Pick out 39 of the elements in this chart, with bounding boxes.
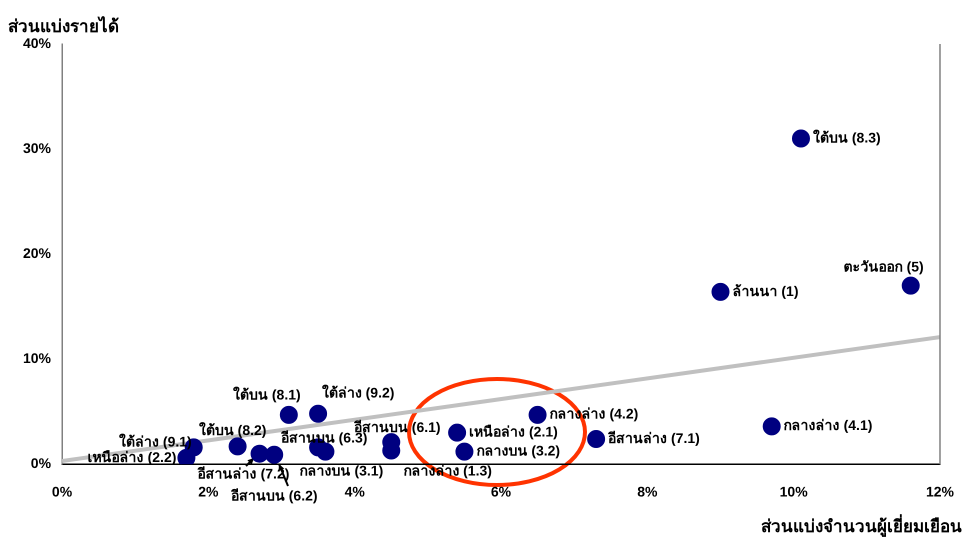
x-tick-label: 2% — [198, 483, 220, 500]
series-label: ใต้ล่าง (9.1) — [119, 432, 192, 450]
y-tick-label: 30% — [22, 140, 52, 156]
x-tick-label: 4% — [344, 483, 366, 500]
y-tick-label: 10% — [22, 350, 52, 366]
point — [528, 406, 547, 424]
x-tick-label: 12% — [926, 483, 955, 500]
y-tick-label: 0% — [30, 455, 52, 472]
series-label: ตะวันออก (5) — [844, 258, 924, 274]
series-label: ใต้ล่าง (9.2) — [322, 384, 394, 401]
point — [228, 437, 247, 456]
x-tick-label: 8% — [637, 483, 658, 500]
series-label: อีสานล่าง (7.1) — [607, 430, 700, 446]
series-label: เหนือล่าง (2.2) — [88, 448, 176, 465]
point — [762, 417, 781, 436]
x-tick-label: 10% — [780, 483, 808, 500]
y-tick-label: 20% — [22, 244, 52, 261]
series-label: ใต้บน (8.3) — [812, 128, 881, 146]
x-axis-title: ส่วนแบ่งจำนวนผู้เยี่ยมเยือน — [761, 513, 962, 539]
x-tick-label: 6% — [490, 483, 512, 500]
series-label: กลางบน (3.2) — [476, 442, 560, 458]
point — [250, 444, 269, 463]
point — [902, 276, 920, 295]
series-label: กลางบน (3.1) — [300, 462, 384, 478]
point — [265, 446, 284, 464]
point — [448, 424, 466, 442]
point — [455, 442, 474, 461]
series-label: เหนือล่าง (2.1) — [469, 424, 558, 440]
text: อีสานบน (6.2) — [230, 488, 318, 504]
series-label: ใต้บน (8.1) — [232, 386, 301, 403]
point — [792, 130, 810, 148]
point — [309, 404, 328, 423]
point — [587, 430, 606, 448]
series-label: กลางล่าง (4.1) — [784, 417, 872, 434]
series-label: ล้านนา (1) — [732, 282, 798, 299]
series-label: ใต้บน (8.2) — [198, 421, 266, 438]
point — [711, 282, 730, 301]
point — [280, 406, 298, 424]
x-tick-label: 0% — [52, 483, 73, 500]
